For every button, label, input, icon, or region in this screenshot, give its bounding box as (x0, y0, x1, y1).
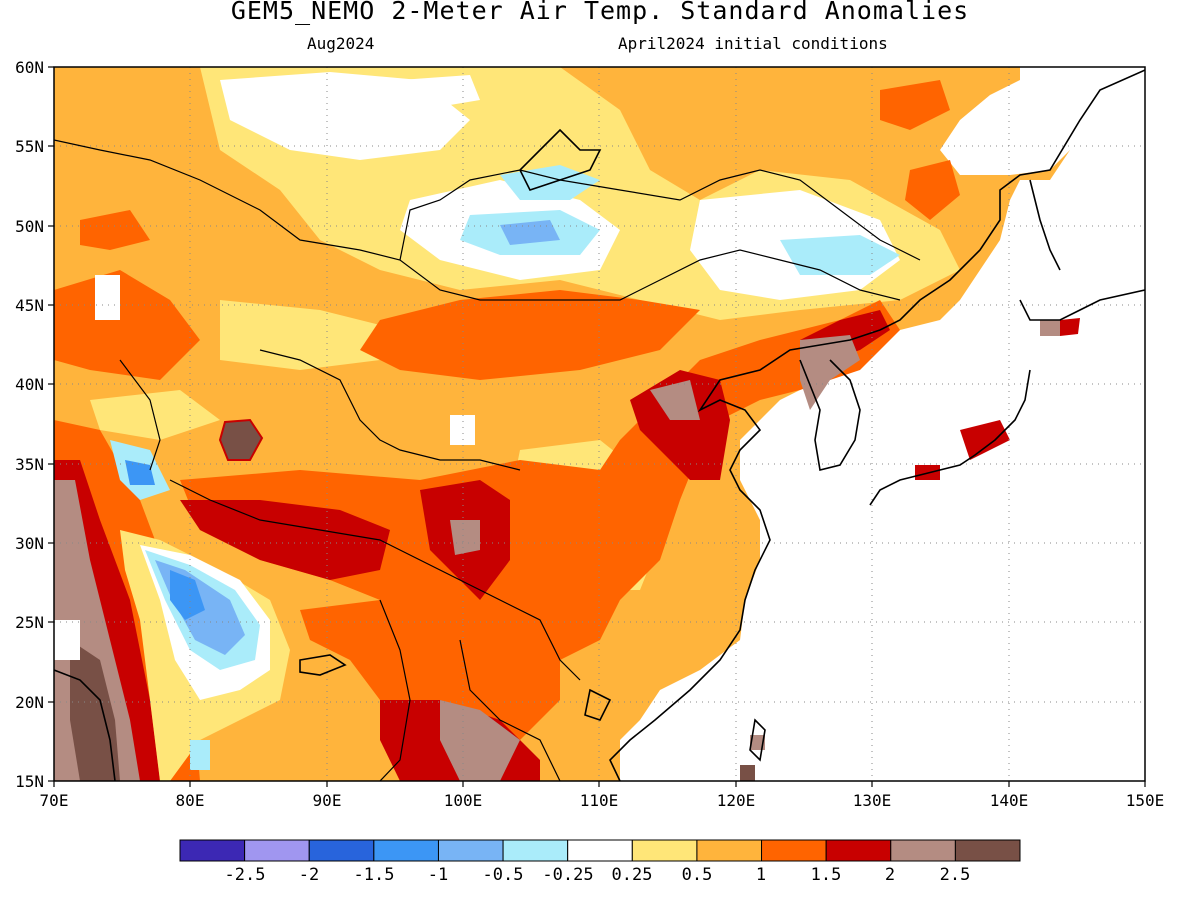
graticule (54, 67, 1145, 781)
colorbar-swatch (502, 839, 569, 862)
lon-label: 120E (717, 791, 756, 810)
colorbar (179, 839, 1021, 862)
colorbar-swatch (244, 839, 310, 862)
latitude-labels: 60N 55N 50N 45N 40N 35N 30N 25N 20N 15N (15, 58, 44, 791)
map-title: GEM5_NEMO 2-Meter Air Temp. Standard Ano… (230, 0, 970, 25)
lon-label: 100E (444, 791, 483, 810)
longitude-labels: 70E 80E 90E 100E 110E 120E 130E 140E 150… (40, 791, 1165, 810)
colorbar-swatch (761, 839, 827, 862)
colorbar-label: 0.5 (682, 865, 713, 885)
colorbar-label: 1.5 (811, 865, 842, 885)
colorbar-swatch (696, 839, 763, 862)
lat-label: 30N (15, 534, 44, 553)
ocean-no-data-north (940, 67, 1145, 175)
lon-label: 150E (1126, 791, 1165, 810)
colorbar-label: -2 (299, 865, 319, 885)
lat-label: 25N (15, 613, 44, 632)
colorbar-label: -0.25 (542, 865, 593, 885)
lat-label: 45N (15, 296, 44, 315)
colorbar-swatch (308, 839, 375, 862)
colorbar-label: -0.5 (483, 865, 524, 885)
lat-label: 20N (15, 693, 44, 712)
lon-label: 110E (580, 791, 619, 810)
lat-label: 35N (15, 455, 44, 474)
lon-label: 130E (853, 791, 892, 810)
colorbar-swatch (437, 839, 504, 862)
colorbar-label: -2.5 (225, 865, 266, 885)
colorbar-swatch (825, 839, 892, 862)
colorbar-swatch (631, 839, 698, 862)
extreme-warm-spot (218, 418, 264, 461)
colorbar-label: 2.5 (940, 865, 971, 885)
lat-label: 40N (15, 375, 44, 394)
country-borders (54, 139, 921, 781)
colorbar-swatch (373, 839, 439, 862)
colorbar-label: 2 (885, 865, 895, 885)
coastlines (54, 69, 1145, 781)
colorbar-swatch (567, 839, 633, 862)
colorbar-label: -1.5 (354, 865, 395, 885)
lon-label: 90E (313, 791, 342, 810)
lat-label: 55N (15, 137, 44, 156)
colorbar-label: 1 (756, 865, 766, 885)
colorbar-label: 0.25 (612, 865, 653, 885)
colorbar-labels: -2.5 -2 -1.5 -1 -0.5 -0.25 0.25 0.5 1 1.… (225, 865, 971, 885)
initial-conditions: April2024 initial conditions (618, 34, 888, 53)
axis-ticks (48, 66, 1146, 787)
colorbar-swatch (954, 839, 1021, 862)
colorbar-swatch (179, 839, 246, 862)
ocean-no-data (620, 150, 1145, 781)
lat-label: 15N (15, 772, 44, 791)
lon-label: 80E (176, 791, 205, 810)
lon-label: 140E (990, 791, 1029, 810)
lon-label: 70E (40, 791, 69, 810)
lat-label: 60N (15, 58, 44, 77)
strong-warm-tibet (180, 500, 390, 580)
colorbar-swatch (890, 839, 956, 862)
colorbar-label: -1 (428, 865, 448, 885)
forecast-month: Aug2024 (307, 34, 375, 53)
anomaly-field (54, 67, 1145, 781)
lat-label: 50N (15, 217, 44, 236)
